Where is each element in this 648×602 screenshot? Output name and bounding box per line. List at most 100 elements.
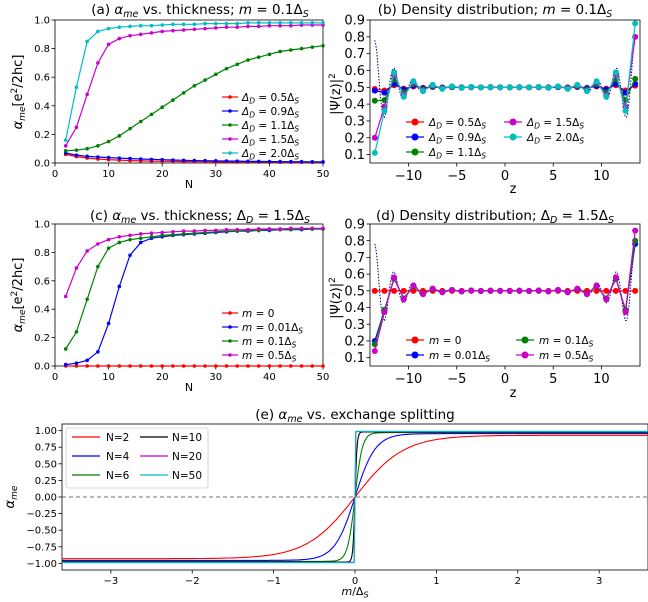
data-point-a-3 <box>278 23 282 28</box>
x-label-a: N <box>185 178 193 191</box>
series-line-e-5 <box>62 430 648 564</box>
panel-e: (e) αme vs. exchange splitting −3 −2 −1 0 1 2… <box>3 407 648 600</box>
x-tick-label: −3 <box>103 576 118 587</box>
y-tick-label: 0.3 <box>344 114 365 129</box>
y-label-c: αme[e2/2hc] <box>10 258 28 333</box>
data-point-a-3 <box>203 26 207 31</box>
title-c: (c) αme vs. thickness; ΔD = 1.5ΔS <box>90 208 310 226</box>
data-point-c-3 <box>289 226 293 231</box>
data-point-c-3 <box>117 234 122 239</box>
x-tick-label: 10 <box>593 372 610 387</box>
data-point-a-2 <box>192 83 197 88</box>
axes-frame-b <box>369 19 641 164</box>
y-tick-label: 0.6 <box>344 268 365 283</box>
data-point-a-4 <box>117 25 122 29</box>
x-tick-label: 30 <box>209 372 222 383</box>
data-point-c-1 <box>74 361 79 365</box>
data-point-a-1 <box>267 159 272 164</box>
x-tick-label: 10 <box>593 169 610 184</box>
legend-a-entry-1: ΔD = 0.9ΔS <box>222 106 299 120</box>
data-point-c-0 <box>235 364 240 368</box>
data-point-c-3 <box>171 230 175 234</box>
data-point-c-3 <box>267 227 272 231</box>
data-point-c-1 <box>117 284 122 289</box>
data-point-a-1 <box>149 157 154 162</box>
data-point-a-1 <box>214 159 218 163</box>
panel-c: (c) αme vs. thickness; ΔD = 1.5ΔS 0 10 20 3… <box>10 208 329 394</box>
data-point-a-2 <box>289 48 293 52</box>
data-point-b-4 <box>603 93 610 100</box>
x-tick-label: 10 <box>102 372 115 383</box>
data-point-d-3 <box>603 296 610 303</box>
data-point-b-4 <box>583 88 590 95</box>
legend-c-entry-0: m = 0 <box>222 308 274 320</box>
y-ticks-d: 0.1 0.20.3 0.4 0.50.6 0.7 0.80.9 <box>344 218 370 366</box>
legend-b-entry-3: ΔD = 1.5ΔS <box>504 117 584 131</box>
y-tick-label: 0.4 <box>344 98 365 113</box>
data-point-a-1 <box>85 154 89 159</box>
data-point-a-1 <box>235 159 240 163</box>
y-ticks-c: 0.0 0.2 0.4 0.6 0.8 1.0 <box>34 220 55 373</box>
data-point-a-2 <box>181 91 186 95</box>
data-point-a-4 <box>299 21 304 25</box>
data-point-a-4 <box>128 24 132 29</box>
data-point-d-3 <box>439 289 446 296</box>
y-label-b: |Ψ(z)|2 <box>328 73 344 115</box>
data-point-a-4 <box>138 23 143 28</box>
x-label-d: z <box>510 386 517 401</box>
data-point-d-3 <box>632 227 639 234</box>
x-ticks-e: −3 −2 −1 0 1 2 3 <box>103 570 602 587</box>
data-point-d-3 <box>448 286 455 293</box>
data-point-d-0 <box>410 287 417 294</box>
legend-e-entry-0: N=2 <box>72 432 129 444</box>
data-point-b-4 <box>477 84 484 91</box>
data-point-d-3 <box>545 288 552 295</box>
data-point-d-3 <box>497 287 504 294</box>
y-ticks-b: 0.1 0.2 0.30.4 0.5 0.6 0.7 0.80.9 <box>344 14 370 163</box>
data-point-a-3 <box>267 23 272 28</box>
legend-b-entry-4: ΔD = 2.0ΔS <box>504 132 584 146</box>
x-label-e: m/ΔS <box>341 585 368 600</box>
data-point-c-2 <box>149 234 154 239</box>
data-point-c-0 <box>289 364 293 368</box>
plot-area-c <box>63 226 325 368</box>
data-point-b-2 <box>632 75 639 82</box>
data-point-c-3 <box>74 266 79 270</box>
data-point-a-3 <box>246 24 250 29</box>
data-point-b-2 <box>371 97 378 104</box>
data-point-a-1 <box>278 159 282 164</box>
svg-text:m = 0: m = 0 <box>429 335 461 347</box>
data-point-d-0 <box>593 287 600 294</box>
data-point-a-3 <box>160 29 164 34</box>
y-tick-label: 0.5 <box>344 284 365 299</box>
data-point-d-3 <box>391 274 398 281</box>
legend-d-entry-1: m = 0.01ΔS <box>406 350 490 364</box>
data-point-c-3 <box>96 242 100 246</box>
data-point-a-3 <box>214 26 218 30</box>
data-point-d-0 <box>603 287 610 294</box>
data-point-c-3 <box>224 227 229 232</box>
data-point-a-4 <box>256 21 261 25</box>
envelope-dotted-d <box>374 243 636 322</box>
legend-c-entry-1: m = 0.01ΔS <box>222 322 303 336</box>
x-tick-label: −1 <box>266 576 281 587</box>
data-point-a-2 <box>74 148 79 152</box>
data-point-c-0 <box>278 364 282 368</box>
plot-area-b <box>371 20 639 156</box>
legend-a-entry-3: ΔD = 1.5ΔS <box>222 134 299 148</box>
series-line-d-3 <box>374 230 636 352</box>
svg-text:ΔD = 0.5ΔS: ΔD = 0.5ΔS <box>241 92 299 106</box>
data-point-a-2 <box>299 46 304 51</box>
y-tick-label: 0.2 <box>344 334 365 349</box>
data-point-c-3 <box>299 226 304 231</box>
data-point-a-1 <box>106 155 111 160</box>
data-point-a-2 <box>128 126 132 131</box>
svg-text:m = 0.1ΔS: m = 0.1ΔS <box>539 335 594 349</box>
data-point-d-3 <box>593 282 600 289</box>
data-point-c-1 <box>128 253 132 258</box>
data-point-b-4 <box>429 81 436 88</box>
data-point-c-0 <box>310 364 315 368</box>
data-point-a-2 <box>149 112 154 117</box>
data-point-c-0 <box>299 364 304 368</box>
data-point-a-3 <box>117 36 122 41</box>
